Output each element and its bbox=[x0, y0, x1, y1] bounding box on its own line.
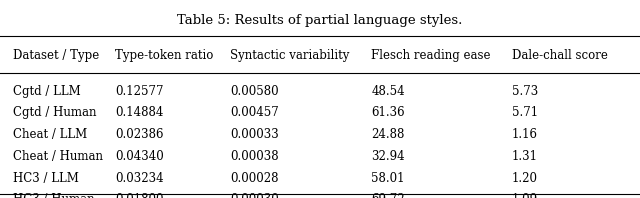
Text: 0.00033: 0.00033 bbox=[230, 128, 279, 141]
Text: 0.12577: 0.12577 bbox=[115, 85, 164, 98]
Text: 0.00580: 0.00580 bbox=[230, 85, 279, 98]
Text: 5.73: 5.73 bbox=[512, 85, 538, 98]
Text: 32.94: 32.94 bbox=[371, 150, 405, 163]
Text: 69.72: 69.72 bbox=[371, 193, 405, 198]
Text: 0.14884: 0.14884 bbox=[115, 106, 164, 119]
Text: Flesch reading ease: Flesch reading ease bbox=[371, 49, 491, 62]
Text: 0.01800: 0.01800 bbox=[115, 193, 164, 198]
Text: 1.20: 1.20 bbox=[512, 172, 538, 185]
Text: 24.88: 24.88 bbox=[371, 128, 404, 141]
Text: 1.09: 1.09 bbox=[512, 193, 538, 198]
Text: Cheat / LLM: Cheat / LLM bbox=[13, 128, 87, 141]
Text: Cgtd / Human: Cgtd / Human bbox=[13, 106, 96, 119]
Text: 0.00457: 0.00457 bbox=[230, 106, 279, 119]
Text: Cheat / Human: Cheat / Human bbox=[13, 150, 103, 163]
Text: 0.00038: 0.00038 bbox=[230, 150, 279, 163]
Text: Table 5: Results of partial language styles.: Table 5: Results of partial language sty… bbox=[177, 14, 463, 27]
Text: 0.00030: 0.00030 bbox=[230, 193, 279, 198]
Text: Syntactic variability: Syntactic variability bbox=[230, 49, 350, 62]
Text: 48.54: 48.54 bbox=[371, 85, 405, 98]
Text: 0.00028: 0.00028 bbox=[230, 172, 279, 185]
Text: Cgtd / LLM: Cgtd / LLM bbox=[13, 85, 81, 98]
Text: 0.04340: 0.04340 bbox=[115, 150, 164, 163]
Text: 0.02386: 0.02386 bbox=[115, 128, 164, 141]
Text: Type-token ratio: Type-token ratio bbox=[115, 49, 214, 62]
Text: 61.36: 61.36 bbox=[371, 106, 405, 119]
Text: 0.03234: 0.03234 bbox=[115, 172, 164, 185]
Text: 5.71: 5.71 bbox=[512, 106, 538, 119]
Text: HC3 / Human: HC3 / Human bbox=[13, 193, 95, 198]
Text: HC3 / LLM: HC3 / LLM bbox=[13, 172, 79, 185]
Text: 1.16: 1.16 bbox=[512, 128, 538, 141]
Text: 1.31: 1.31 bbox=[512, 150, 538, 163]
Text: Dale-chall score: Dale-chall score bbox=[512, 49, 608, 62]
Text: 58.01: 58.01 bbox=[371, 172, 404, 185]
Text: Dataset / Type: Dataset / Type bbox=[13, 49, 99, 62]
